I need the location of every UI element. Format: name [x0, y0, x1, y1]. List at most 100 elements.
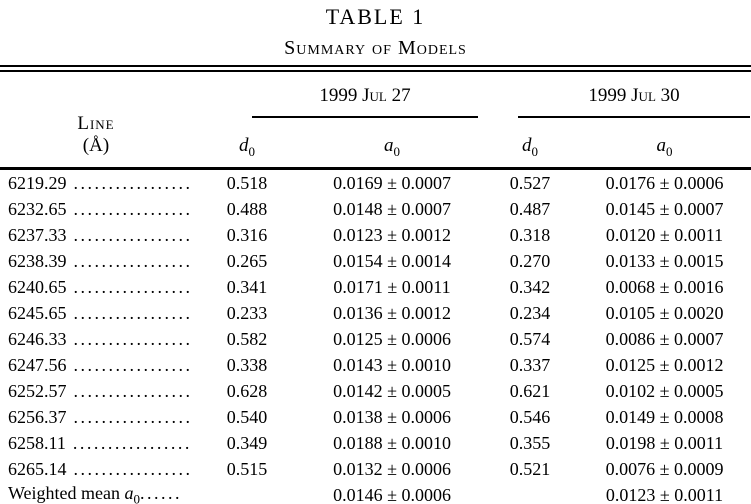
table-title: TABLE 1 [325, 4, 426, 29]
table-row: 6256.37 ................. 0.540 0.0138 ± 0… [0, 404, 751, 430]
jul27-d0-cell: 0.338 [226, 354, 268, 375]
group-spanner-jul27: 1999 Jul 27 [252, 85, 479, 118]
dot-leader: ................. [66, 406, 193, 427]
table-subtitle: Summary of Models [284, 37, 467, 59]
line-wavelength: 6256.37 [8, 406, 67, 427]
jul30-d0-cell: 0.527 [509, 172, 551, 193]
line-wavelength: 6265.14 [8, 458, 67, 479]
col-header-jul30-d0: d0 [482, 118, 579, 170]
weighted-mean-label: Weighted mean [8, 482, 125, 503]
jul27-d0-cell: 0.540 [226, 406, 268, 427]
jul27-d0-cell: 0.233 [226, 302, 268, 323]
jul27-d0-cell: 0.582 [226, 328, 268, 349]
line-cell: 6240.65 ................. [0, 274, 192, 300]
dot-leader: ................. [66, 328, 193, 349]
line-cell: 6219.29 ................. [0, 169, 192, 197]
table-row: 6252.57 ................. 0.628 0.0142 ± 0… [0, 378, 751, 404]
dot-leader: ................. [66, 172, 193, 193]
dot-leader: ................. [66, 380, 193, 401]
line-cell: 6258.11 ................. [0, 430, 192, 456]
weighted-mean-label-cell: Weighted mean a0...... [0, 482, 192, 504]
jul27-d0-cell: 0.341 [226, 276, 268, 297]
jul30-a0-cell: 0.0149 ± 0.0008 [605, 406, 724, 427]
jul27-a0-cell: 0.0125 ± 0.0006 [333, 328, 451, 349]
col-header-jul27-a0: a0 [302, 118, 483, 170]
group-date-jul30: 1999 Jul 30 [588, 85, 680, 106]
summary-of-models-table: Line (Å) 1999 Jul 27 1999 Jul 30 d0 a0 [0, 72, 751, 504]
jul27-a0-cell: 0.0143 ± 0.0010 [333, 354, 451, 375]
jul30-d0-cell: 0.270 [509, 250, 551, 271]
table-row: 6237.33 ................. 0.316 0.0123 ± 0… [0, 222, 751, 248]
jul30-a0-cell: 0.0076 ± 0.0009 [605, 458, 724, 479]
jul30-d0-cell: 0.487 [509, 198, 551, 219]
table-row: 6258.11 ................. 0.349 0.0188 ± 0… [0, 430, 751, 456]
dot-leader: ................. [65, 432, 192, 453]
dot-leader: ................. [66, 224, 193, 245]
line-cell: 6245.65 ................. [0, 300, 192, 326]
jul30-d0-cell: 0.318 [509, 224, 551, 245]
jul30-a0-cell: 0.0145 ± 0.0007 [605, 198, 724, 219]
line-cell: 6247.56 ................. [0, 352, 192, 378]
line-header-label: Line [77, 113, 115, 134]
jul30-d0-cell: 0.521 [509, 458, 551, 479]
weighted-mean-symbol: a [124, 482, 134, 503]
jul30-a0-cell: 0.0125 ± 0.0012 [605, 354, 724, 375]
table-row: 6240.65 ................. 0.341 0.0171 ± 0… [0, 274, 751, 300]
jul30-d0-cell: 0.621 [509, 380, 551, 401]
line-wavelength: 6219.29 [8, 172, 67, 193]
line-wavelength: 6258.11 [8, 432, 66, 453]
jul30-d0-cell: 0.342 [509, 276, 551, 297]
jul30-d0-cell [482, 482, 579, 504]
line-cell: 6238.39 ................. [0, 248, 192, 274]
line-cell: 6246.33 ................. [0, 326, 192, 352]
line-wavelength: 6247.56 [8, 354, 67, 375]
weighted-mean-row: Weighted mean a0...... 0.0146 ± 0.0006 0.0… [0, 482, 751, 504]
weighted-mean-symbol-sub: 0 [133, 491, 141, 504]
jul30-d0-cell: 0.546 [509, 406, 551, 427]
group-spanner-jul30: 1999 Jul 30 [518, 85, 751, 118]
dot-leader: ................. [66, 354, 193, 375]
jul27-d0-cell: 0.515 [226, 458, 268, 479]
group-header-jul27: 1999 Jul 27 [192, 72, 482, 118]
jul30-d0-cell: 0.355 [509, 432, 551, 453]
dot-leader: ................. [66, 458, 193, 479]
jul30-a0-cell: 0.0176 ± 0.0006 [605, 172, 724, 193]
line-cell: 6265.14 ................. [0, 456, 192, 482]
table-row: 6245.65 ................. 0.233 0.0136 ± 0… [0, 300, 751, 326]
line-column-header: Line (Å) [0, 72, 192, 170]
line-wavelength: 6245.65 [8, 302, 67, 323]
column-symbol-row: d0 a0 d0 a0 [0, 118, 751, 170]
table-row: 6247.56 ................. 0.338 0.0143 ± 0… [0, 352, 751, 378]
line-cell: 6252.57 ................. [0, 378, 192, 404]
jul27-a0-cell: 0.0138 ± 0.0006 [333, 406, 451, 427]
jul27-d0-cell: 0.628 [226, 380, 268, 401]
group-header-row: Line (Å) 1999 Jul 27 1999 Jul 30 [0, 72, 751, 170]
jul27-a0-cell: 0.0136 ± 0.0012 [333, 302, 451, 323]
line-wavelength: 6246.33 [8, 328, 67, 349]
line-wavelength: 6252.57 [8, 380, 67, 401]
line-wavelength: 6240.65 [8, 276, 67, 297]
table-row: 6238.39 ................. 0.265 0.0154 ± 0… [0, 248, 751, 274]
table-body: 6219.29 ................. 0.518 0.0169 ± 0… [0, 169, 751, 504]
jul27-d0-cell: 0.518 [226, 172, 268, 193]
group-header-jul30: 1999 Jul 30 [482, 72, 751, 118]
dot-leader: ...... [140, 482, 183, 503]
line-wavelength: 6237.33 [8, 224, 67, 245]
dot-leader: ................. [66, 198, 193, 219]
jul30-a0-cell: 0.0086 ± 0.0007 [605, 328, 724, 349]
jul27-a0-cell: 0.0123 ± 0.0012 [333, 224, 451, 245]
jul30-a0-cell: 0.0105 ± 0.0020 [605, 302, 724, 323]
jul27-a0-cell: 0.0132 ± 0.0006 [333, 458, 451, 479]
jul27-a0-cell: 0.0148 ± 0.0007 [333, 198, 451, 219]
line-wavelength: 6238.39 [8, 250, 67, 271]
dot-leader: ................. [66, 302, 193, 323]
line-cell: 6232.65 ................. [0, 196, 192, 222]
dot-leader: ................. [66, 250, 193, 271]
table-row: 6219.29 ................. 0.518 0.0169 ± 0… [0, 169, 751, 197]
table-row: 6246.33 ................. 0.582 0.0125 ± 0… [0, 326, 751, 352]
jul27-d0-cell: 0.349 [226, 432, 268, 453]
line-header-unit: (Å) [82, 135, 110, 156]
line-cell: 6256.37 ................. [0, 404, 192, 430]
jul30-d0-cell: 0.574 [509, 328, 551, 349]
col-header-jul30-a0: a0 [578, 118, 751, 170]
